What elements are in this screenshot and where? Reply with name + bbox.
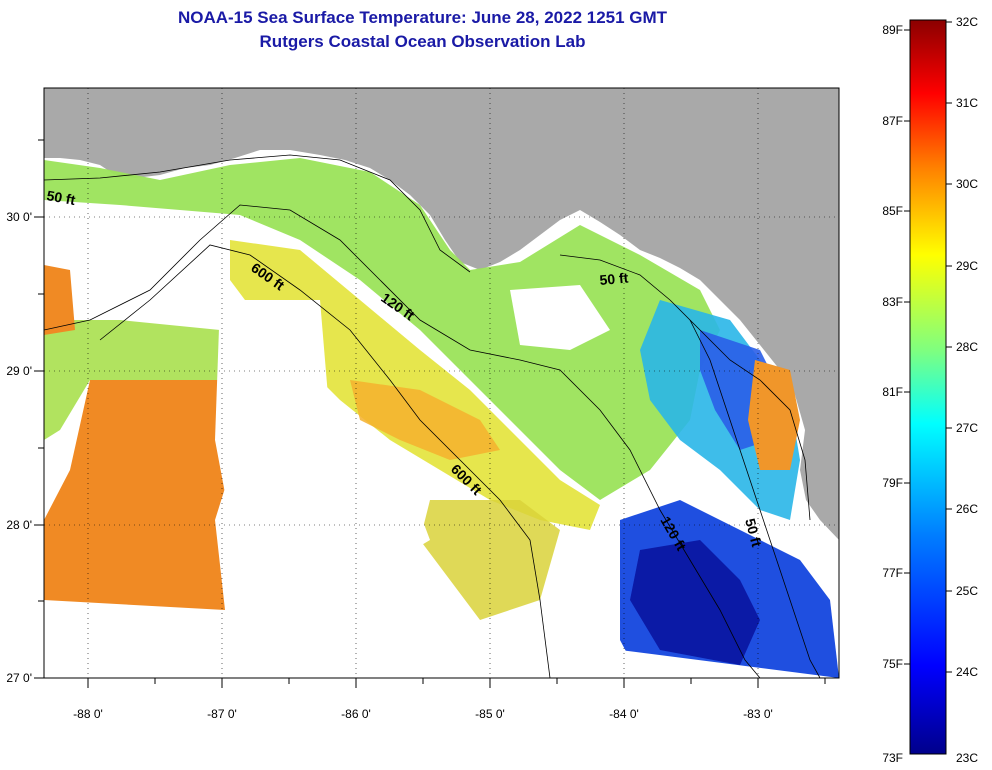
cloud-gap-3 bbox=[44, 210, 160, 270]
sst-orange-patch-central bbox=[350, 380, 500, 460]
land-mass bbox=[44, 88, 839, 540]
lat-tick: 28 0' bbox=[6, 518, 32, 532]
cloud-gap-4 bbox=[510, 285, 610, 350]
axis-ticks bbox=[34, 139, 826, 688]
colorbar-f-label: 73F bbox=[882, 751, 903, 765]
colorbar-f-label: 85F bbox=[882, 204, 903, 218]
lon-tick: -86 0' bbox=[341, 707, 371, 721]
contour-600ft bbox=[99, 244, 551, 678]
lon-tick: -84 0' bbox=[609, 707, 639, 721]
colorbar-f-label: 83F bbox=[882, 295, 903, 309]
colorbar-c-label: 23C bbox=[956, 751, 978, 765]
lon-tick: -88 0' bbox=[73, 707, 103, 721]
contour-50ft-west bbox=[44, 154, 471, 273]
sst-navy-east bbox=[630, 540, 760, 665]
contour-label: 50 ft bbox=[599, 270, 629, 288]
cloud-gap-5 bbox=[44, 610, 500, 678]
colorbar-c-label: 26C bbox=[956, 502, 978, 516]
cloud-gap-2 bbox=[260, 450, 430, 570]
cloud-gap-6 bbox=[540, 630, 640, 678]
colorbar-c-label: 32C bbox=[956, 15, 978, 29]
sst-orange-patch-west bbox=[44, 380, 240, 610]
colorbar-f-label: 79F bbox=[882, 476, 903, 490]
colorbar-f-label: 75F bbox=[882, 657, 903, 671]
sst-orange-east bbox=[748, 360, 800, 470]
colorbar bbox=[909, 19, 947, 755]
lon-tick: -87 0' bbox=[207, 707, 237, 721]
colorbar-c-label: 29C bbox=[956, 259, 978, 273]
sst-southwest-yellow bbox=[420, 500, 560, 620]
colorbar-ticks bbox=[904, 21, 952, 673]
map-title: NOAA-15 Sea Surface Temperature: June 28… bbox=[177, 8, 668, 27]
lon-tick: -83 0' bbox=[743, 707, 773, 721]
lat-tick: 30 0' bbox=[6, 210, 32, 224]
colorbar-c-label: 31C bbox=[956, 96, 978, 110]
colorbar-c-label: 27C bbox=[956, 421, 978, 435]
colorbar-f-label: 77F bbox=[882, 566, 903, 580]
contour-50ft-east bbox=[559, 254, 811, 521]
colorbar-f-label: 87F bbox=[882, 114, 903, 128]
map-border bbox=[43, 87, 840, 679]
contour-label: 50 ft bbox=[45, 187, 76, 208]
lat-tick: 27 0' bbox=[6, 671, 32, 685]
contour-east-shelf bbox=[689, 319, 821, 678]
sst-orange-west-edge bbox=[44, 265, 75, 335]
sst-nearshore-green bbox=[44, 158, 720, 500]
colorbar-c-label: 28C bbox=[956, 340, 978, 354]
sst-central-yellow bbox=[230, 240, 600, 530]
colorbar-f-label: 81F bbox=[882, 385, 903, 399]
sst-green-west bbox=[44, 320, 240, 440]
colorbar-c-label: 24C bbox=[956, 665, 978, 679]
graticule bbox=[44, 88, 839, 678]
colorbar-f-label: 89F bbox=[882, 23, 903, 37]
lat-tick: 29 0' bbox=[6, 364, 32, 378]
colorbar-c-label: 30C bbox=[956, 177, 978, 191]
map-subtitle: Rutgers Coastal Ocean Observation Lab bbox=[259, 32, 586, 51]
colorbar-c-label: 25C bbox=[956, 584, 978, 598]
contour-120ft bbox=[44, 204, 761, 678]
cloud-gap-1 bbox=[215, 300, 330, 520]
lon-tick: -85 0' bbox=[475, 707, 505, 721]
